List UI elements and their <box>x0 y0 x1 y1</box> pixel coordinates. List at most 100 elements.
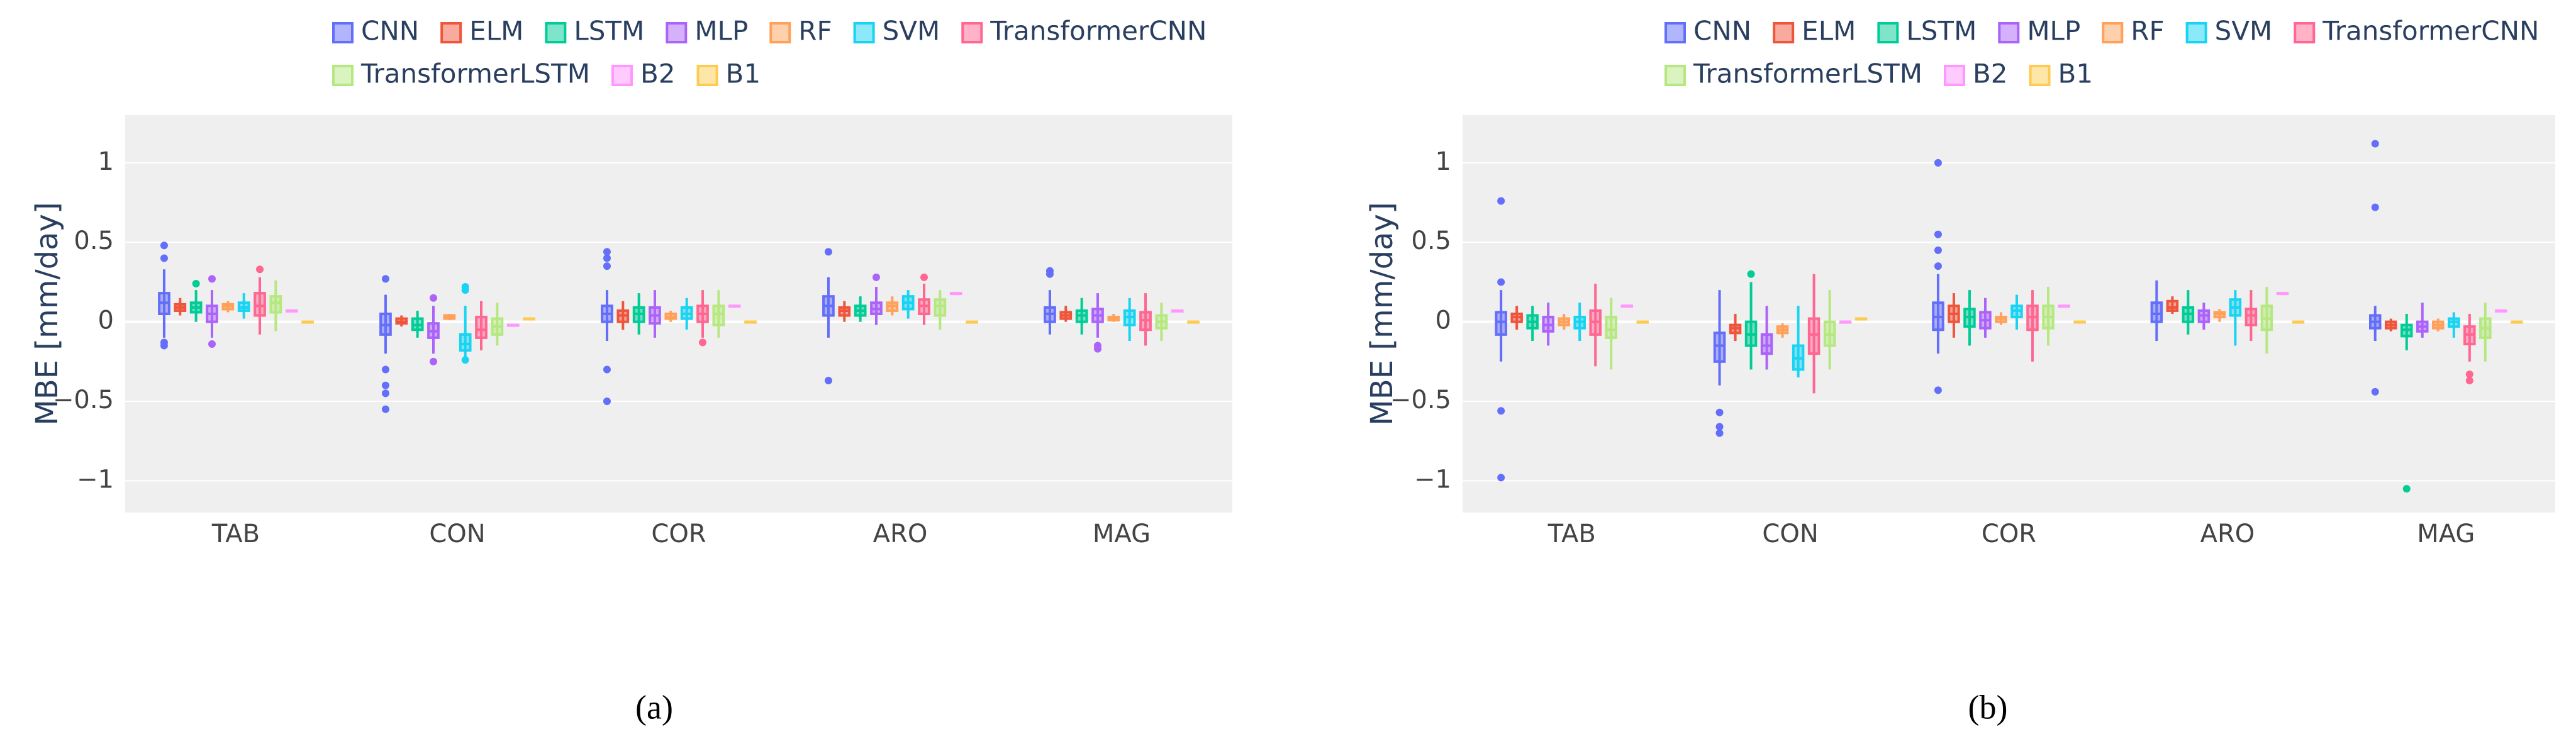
legend-label: MLP <box>694 16 748 47</box>
legend-label: RF <box>2131 16 2164 47</box>
outlier <box>1934 262 1942 270</box>
box <box>1807 317 1820 355</box>
x-tick-label: COR <box>651 520 706 548</box>
box <box>2244 308 2258 326</box>
outlier <box>1497 197 1505 205</box>
outlier <box>2371 387 2379 396</box>
outlier <box>824 377 832 385</box>
box <box>934 298 947 317</box>
y-tick-label: −1 <box>77 465 114 494</box>
legend-swatch <box>611 65 633 86</box>
outlier <box>1715 429 1724 437</box>
box <box>2150 301 2163 323</box>
outlier <box>603 397 611 406</box>
legend-swatch <box>2029 65 2051 86</box>
legend-label: B1 <box>2058 58 2094 89</box>
outlier <box>381 389 389 397</box>
outlier <box>208 340 216 348</box>
outlier <box>2465 370 2473 379</box>
box <box>1605 316 1617 339</box>
box <box>1760 333 1773 355</box>
x-tick-label: CON <box>429 520 485 548</box>
x-tick-label: TAB <box>211 520 260 548</box>
y-tick-label: −0.5 <box>53 386 114 414</box>
legend-swatch <box>1664 65 1686 86</box>
y-tick-label: 0 <box>1436 306 1451 335</box>
outlier <box>461 356 469 364</box>
box <box>2166 299 2179 312</box>
outlier <box>2371 140 2379 148</box>
outlier <box>160 254 168 262</box>
legend-item: ELM <box>440 16 523 47</box>
legend-label: B2 <box>640 58 676 89</box>
legend-swatch <box>2294 22 2316 43</box>
y-tick-label: 1 <box>98 147 114 176</box>
panel: −1 −0.5 0 0.5 1 MBE [mm/day] TAB CON COR ARO MAG CN… <box>30 16 1232 726</box>
caption: (a) <box>635 688 673 726</box>
outlier <box>1497 407 1505 415</box>
x-tick-label: ARO <box>873 520 928 548</box>
legend-swatch <box>1998 22 2020 43</box>
y-tick-label: −0.5 <box>1390 386 1451 414</box>
box <box>269 295 282 314</box>
legend-label: ELM <box>1802 16 1856 47</box>
outlier <box>1497 278 1505 286</box>
outlier <box>1045 267 1054 275</box>
legend-swatch <box>1877 22 1899 43</box>
legend-item: TransformerLSTM <box>332 58 590 89</box>
box <box>475 316 488 339</box>
legend-swatch <box>1664 22 1686 43</box>
legend-swatch <box>2102 22 2124 43</box>
legend-item: B2 <box>611 58 676 89</box>
legend-item: ELM <box>1773 16 1856 47</box>
outlier <box>2465 377 2473 385</box>
legend-swatch <box>1943 65 1965 86</box>
x-tick-label: TAB <box>1547 520 1596 548</box>
legend-item: MLP <box>666 16 748 47</box>
legend-swatch <box>440 22 462 43</box>
outlier <box>1093 345 1101 353</box>
y-tick-label: 0.5 <box>1411 226 1451 255</box>
box <box>459 333 472 352</box>
outlier <box>699 338 707 347</box>
outlier <box>1934 246 1942 254</box>
legend-label: SVM <box>2215 16 2273 47</box>
legend-item: CNN <box>332 16 419 47</box>
legend-label: MLP <box>2027 16 2080 47</box>
x-tick-label: COR <box>1982 520 2036 548</box>
legend-swatch <box>961 22 983 43</box>
outlier <box>429 357 437 365</box>
caption: (b) <box>1968 688 2008 726</box>
legend-swatch <box>696 65 718 86</box>
legend-item: B2 <box>1943 58 2008 89</box>
legend-item: TransformerCNN <box>2294 16 2539 47</box>
outlier <box>160 242 168 250</box>
legend-item: CNN <box>1664 16 1751 47</box>
outlier <box>1715 408 1724 416</box>
legend-label: TransformerCNN <box>990 16 1207 47</box>
box <box>254 292 266 317</box>
outlier <box>1934 158 1942 167</box>
y-tick-label: 0 <box>98 306 114 335</box>
x-tick-label: CON <box>1762 520 1818 548</box>
legend-label: CNN <box>1693 16 1751 47</box>
legend-swatch <box>545 22 567 43</box>
outlier <box>1715 423 1724 431</box>
outlier <box>1934 230 1942 238</box>
legend-item: SVM <box>853 16 940 47</box>
box <box>712 304 725 326</box>
legend-item: TransformerLSTM <box>1664 58 1922 89</box>
x-tick-label: ARO <box>2200 520 2255 548</box>
y-tick-label: 1 <box>1436 147 1451 176</box>
outlier <box>160 342 168 350</box>
outlier <box>1497 474 1505 482</box>
legend-label: RF <box>798 16 832 47</box>
legend-item: SVM <box>2185 16 2273 47</box>
legend-label: ELM <box>469 16 523 47</box>
legend-label: TransformerLSTM <box>360 58 590 89</box>
outlier <box>603 254 611 262</box>
outlier <box>461 283 469 291</box>
box <box>1495 311 1507 336</box>
outlier <box>603 262 611 270</box>
outlier <box>920 273 928 281</box>
